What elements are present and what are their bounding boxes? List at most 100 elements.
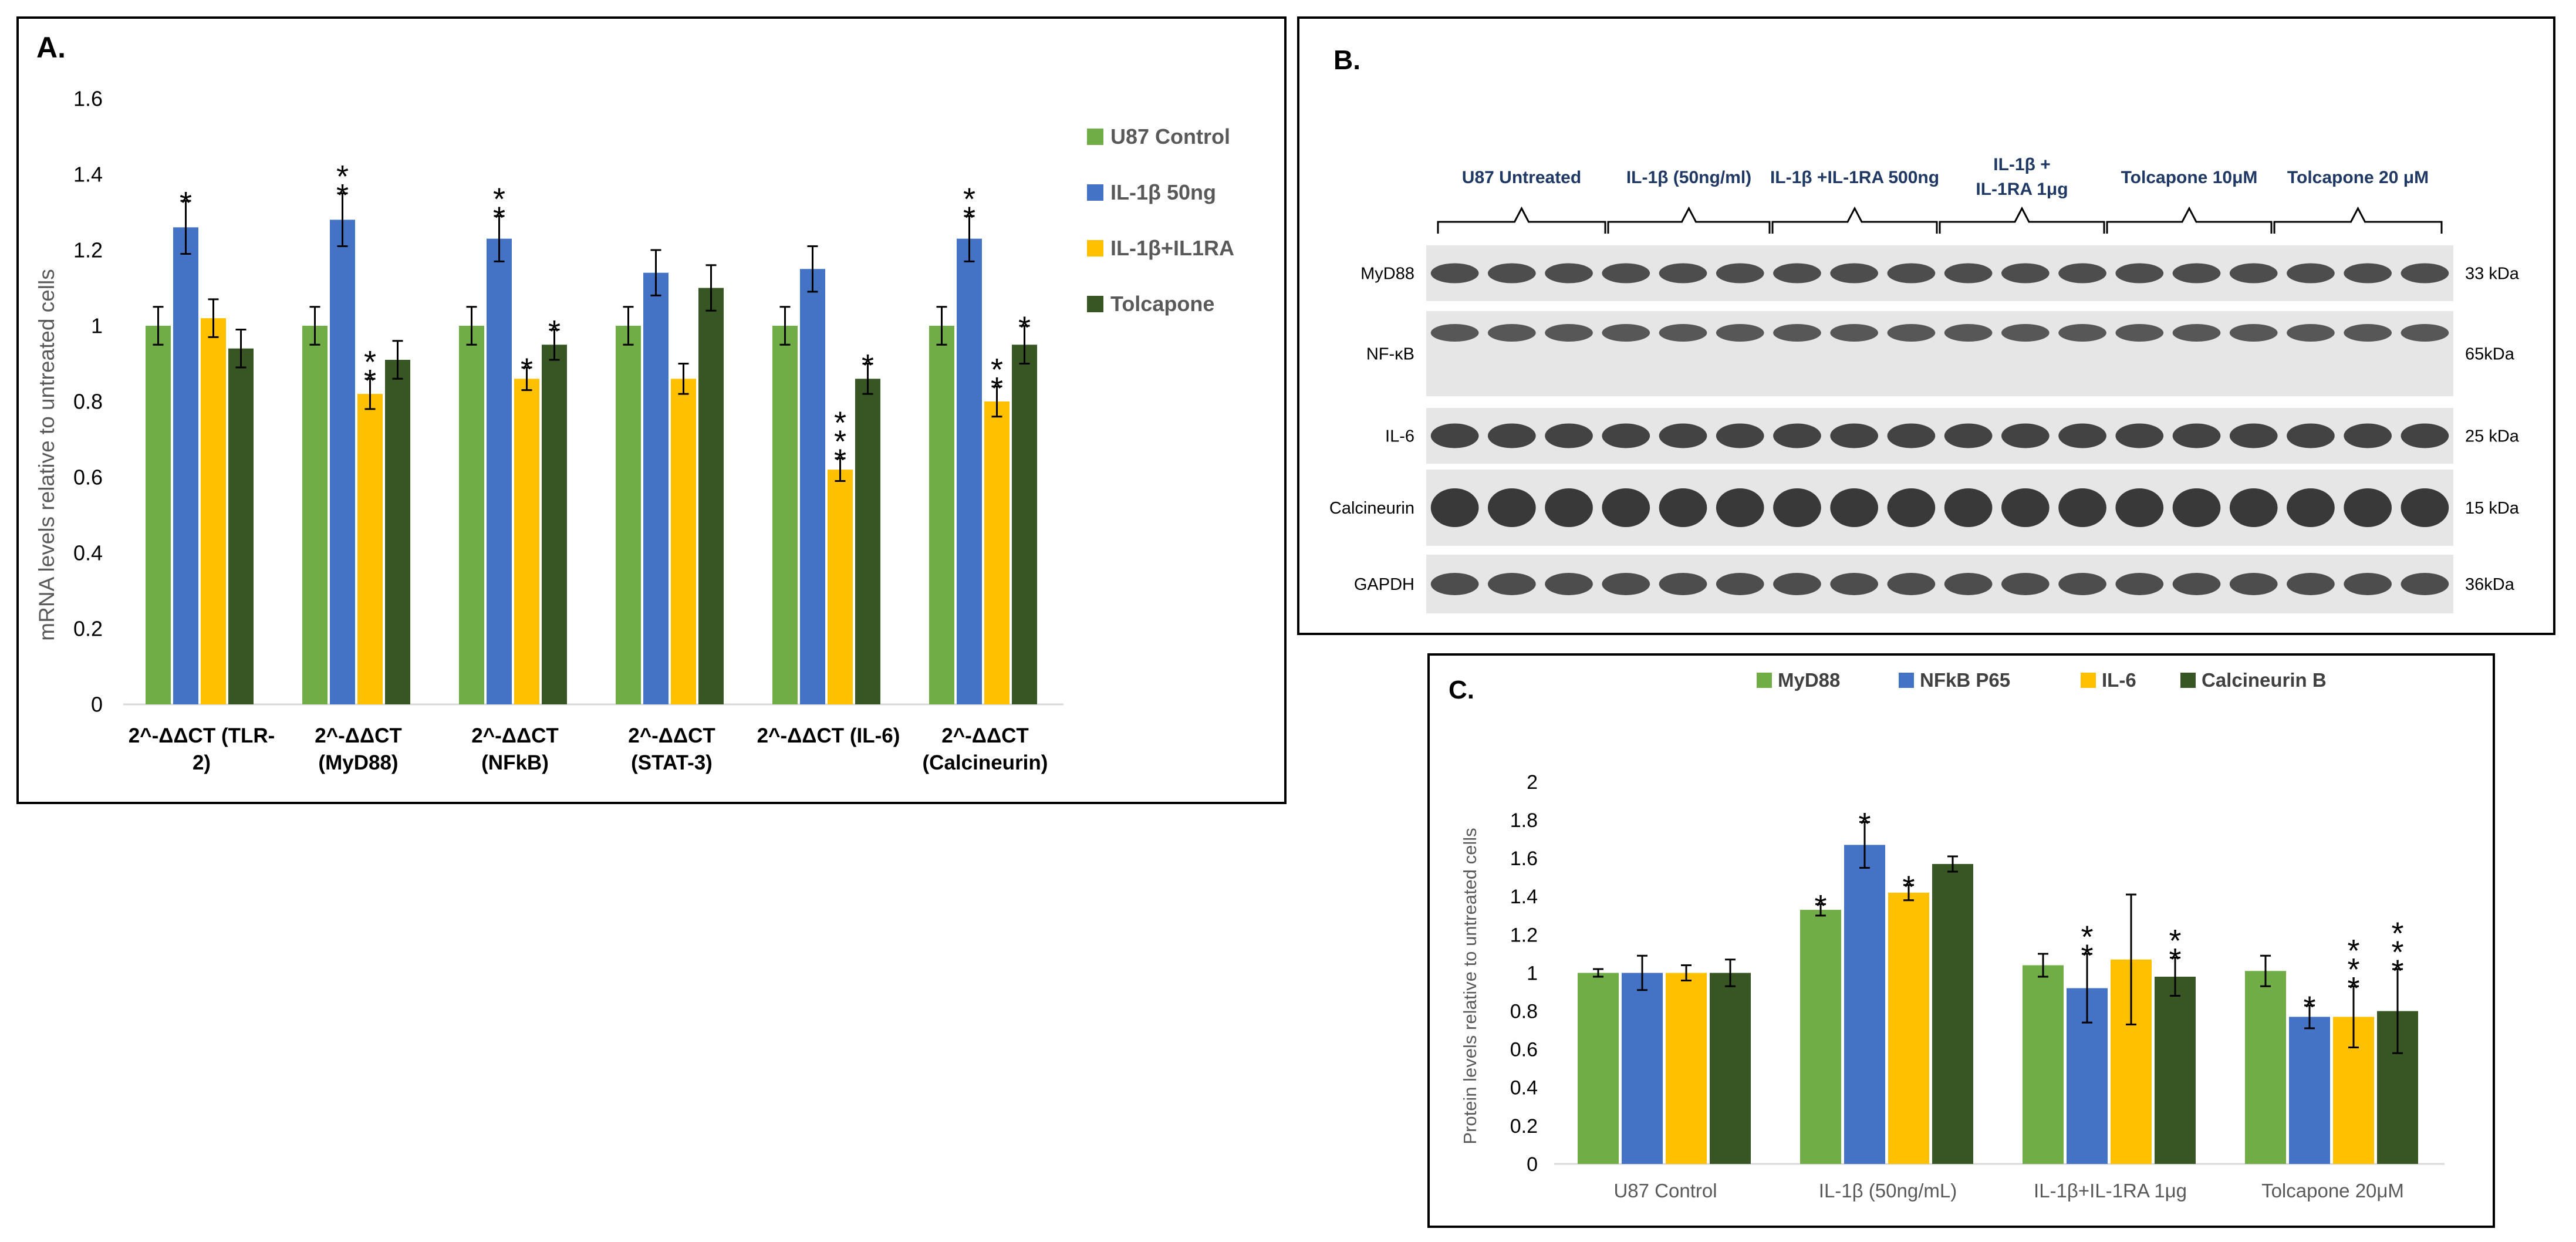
legend-swatch (1087, 129, 1103, 145)
blot-band (2401, 488, 2449, 527)
panel-c-legend: MyD88 NFkB P65 IL-6 Calcineurin B (1757, 669, 2327, 691)
blot-background (1426, 408, 2453, 464)
blot-size-label: 25 kDa (2465, 427, 2520, 446)
legend-swatch (1087, 296, 1103, 312)
bar (146, 326, 171, 704)
significance-star: * (2347, 971, 2359, 1006)
significance-star: * (2169, 942, 2181, 977)
y-tick-label: 1.2 (1510, 924, 1538, 946)
lane-group-bracket (1607, 206, 1771, 234)
bar (302, 326, 328, 704)
blot-band (2287, 324, 2335, 342)
legend-label: Tolcapone (1110, 292, 1214, 316)
blot-band (1887, 324, 1936, 342)
blot-band (2001, 324, 2050, 342)
panel-c-bars: ************** (1578, 806, 2418, 1164)
significance-star: * (963, 201, 975, 236)
blot-band (1545, 573, 1593, 595)
blot-band (2115, 263, 2164, 284)
lane-group-label: U87 Untreated (1462, 168, 1581, 187)
blot-band (2001, 263, 2050, 284)
blot-background (1426, 245, 2453, 301)
bar (772, 326, 798, 704)
significance-star: * (1902, 869, 1915, 905)
blot-band (2229, 423, 2278, 448)
lane-group-label: Tolcapone 20 μM (2287, 168, 2429, 187)
bar (671, 379, 696, 704)
bar (1012, 345, 1037, 704)
blot-band (1545, 423, 1593, 448)
blot-band (1773, 488, 1821, 527)
panel-a-legend: U87 Control IL-1β 50ng IL-1β+IL1RA Tolcapon… (1087, 124, 1234, 316)
x-category-label: 2^-ΔΔCT (471, 724, 559, 747)
bar (800, 269, 825, 704)
blot-band (1773, 573, 1821, 595)
legend-label: NFkB P65 (1920, 669, 2010, 691)
significance-star: * (963, 182, 975, 217)
blot-band (2058, 263, 2106, 284)
blot-band (2172, 488, 2221, 527)
blot-band (1545, 488, 1593, 527)
blot-band (2229, 573, 2278, 595)
blot-band (1716, 423, 1764, 448)
bar (487, 238, 512, 704)
blot-size-label: 33 kDa (2465, 265, 2520, 284)
blot-band (2058, 573, 2106, 595)
panel-a-y-ticks: 0 0.2 0.4 0.6 0.8 1 1.2 1.4 1.6 (73, 87, 103, 717)
blot-band (2001, 488, 2050, 527)
panel-c-x-labels: U87 Control IL-1β (50ng/mL) IL-1β+IL-1RA 1… (1613, 1180, 2403, 1202)
lane-group-bracket (1771, 206, 1938, 234)
blot-protein-label: MyD88 (1360, 265, 1414, 284)
bar (616, 326, 641, 704)
panel-a-bars: * ***************** (146, 159, 1037, 704)
bar (2245, 971, 2286, 1164)
panel-c: C. MyD88 NFkB P65 IL-6 Calcineurin B Protei… (1427, 653, 2495, 1228)
significance-star: * (2391, 954, 2403, 989)
bar (1844, 845, 1885, 1164)
y-tick-label: 0.8 (73, 390, 103, 414)
blot-band (1887, 488, 1936, 527)
panel-a: A. mRNA levels relative to untreated cel… (16, 16, 1287, 804)
blot-band (2172, 423, 2221, 448)
lane-group-label: IL-1β + (1993, 155, 2051, 174)
blot-band (1488, 263, 1536, 284)
legend-label: U87 Control (1110, 124, 1230, 148)
blot-band (1716, 488, 1764, 527)
significance-star: * (1858, 806, 1871, 842)
bar (2289, 1017, 2330, 1164)
y-tick-label: 0.2 (1510, 1115, 1538, 1138)
panel-b: B. U87 Untreated IL-1β (50ng/ml) IL-1β +IL… (1297, 16, 2555, 635)
significance-star: * (834, 424, 846, 459)
x-category-label: 2^-ΔΔCT (941, 724, 1029, 747)
lane-group-bracket (2106, 206, 2273, 234)
blot-band (2229, 488, 2278, 527)
bar (173, 227, 198, 704)
blot-band (1887, 263, 1936, 284)
blot-band (1545, 263, 1593, 284)
blot-protein-label: NF-κB (1366, 345, 1414, 364)
blot-band (1944, 573, 1993, 595)
blot-band (2287, 423, 2335, 448)
blot-band (1716, 263, 1764, 284)
blot-background (1426, 470, 2453, 546)
bar (957, 238, 982, 704)
blot-band (2287, 263, 2335, 284)
blot-band (2172, 573, 2221, 595)
lane-group-label: IL-1β +IL-1RA 500ng (1770, 168, 1939, 187)
legend-swatch (2180, 673, 2196, 688)
blot-band (1716, 573, 1764, 595)
y-tick-label: 0.2 (73, 617, 103, 641)
y-tick-label: 1.2 (73, 238, 103, 262)
blot-background (1426, 311, 2453, 396)
bar (228, 348, 254, 704)
significance-star: * (2391, 916, 2403, 951)
blot-band (2287, 488, 2335, 527)
blot-band (1602, 573, 1650, 595)
legend-label: MyD88 (1778, 669, 1840, 691)
significance-star: * (1814, 889, 1827, 924)
blot-band (1602, 263, 1650, 284)
significance-star: * (2081, 920, 2093, 955)
y-tick-label: 0 (91, 693, 103, 717)
panel-a-y-axis-label: mRNA levels relative to untreated cells (35, 269, 59, 640)
